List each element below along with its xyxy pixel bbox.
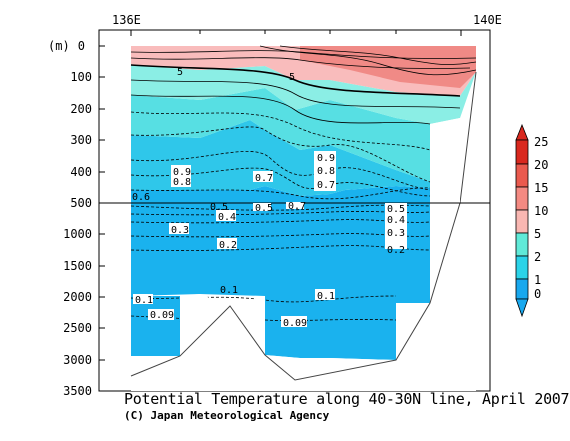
clabel-01b: 0.1 [220,285,238,296]
cbar-tick-0: 0 [534,287,541,301]
lower-contours [130,204,431,323]
top-axis [130,30,462,36]
y-tick-1500: 1500 [63,259,92,273]
copyright-note: (C) Japan Meteorological Agency [124,409,330,422]
y-tick-3500: 3500 [63,384,92,398]
clabel-03c: 0.3 [387,228,405,239]
y-tick-100: 100 [70,70,92,84]
y-tick-2500: 2500 [63,321,92,335]
y-tick-3000: 3000 [63,353,92,367]
contour-labels: 5 5 0.9 0.8 0.7 0.9 0.8 0.7 0.6 0.5 0.7 … [132,67,407,329]
clabel-05c: 0.5 [387,204,405,215]
clabel-03a: 0.3 [171,225,189,236]
y-tick-400: 400 [70,165,92,179]
chart-title: Potential Temperature along 40-30N line,… [124,390,570,408]
x-tick-140e: 140E [473,13,502,27]
clabel-04c: 0.4 [387,215,405,226]
y-tick-500: 500 [70,196,92,210]
clabel-5a: 5 [177,67,183,78]
cbar-tick-2: 2 [534,250,541,264]
clabel-01c: 0.1 [317,291,335,302]
bathymetry-line [130,71,477,381]
clabel-05b: 0.5 [210,202,228,213]
colorbar [515,123,529,318]
colorbar-bin-1 [515,278,529,300]
band-deep-top [131,203,430,360]
x-tick-136e: 136E [112,13,141,27]
clabel-07c: 0.7 [288,201,306,212]
colorbar-bin-25 [515,139,529,165]
y-tick-2000: 2000 [63,290,92,304]
cbar-tick-1: 1 [534,273,541,287]
band-cyan-mid [131,120,430,196]
colorbar-bin-15 [515,186,529,211]
y-tick-200: 200 [70,102,92,116]
upper-section-fill [131,46,476,203]
clabel-06: 0.6 [132,192,150,203]
colorbar-bin-20 [515,163,529,188]
clabel-5b: 5 [289,72,295,83]
upper-contours [130,45,477,200]
band-cyan-light [131,88,430,182]
seafloor-mask [131,72,476,391]
y-axis-label: (m) [48,39,70,53]
clabel-07a: 0.7 [255,173,273,184]
clabel-05a: 0.5 [255,203,273,214]
y-tick-300: 300 [70,133,92,147]
y-tick-1000: 1000 [63,227,92,241]
clabel-07b: 0.7 [317,180,335,191]
cbar-tick-5: 5 [534,227,541,241]
clabel-09b: 0.9 [317,153,335,164]
band-cold-upper [131,186,430,203]
upper-white-gap [430,118,460,203]
clabel-09a: 0.9 [173,167,191,178]
band-aqua-right [460,72,476,118]
colorbar-bin-2 [515,255,529,280]
cbar-tick-25: 25 [534,135,548,149]
clabel-009a: 0.09 [150,310,174,321]
clabel-02c: 0.2 [387,245,405,256]
clabel-009b: 0.09 [283,318,307,329]
clabel-08b: 0.8 [317,166,335,177]
colorbar-cap-top [515,123,529,141]
colorbar-bin-10 [515,209,529,234]
cbar-tick-10: 10 [534,204,548,218]
cbar-tick-20: 20 [534,158,548,172]
clabel-01a: 0.1 [135,295,153,306]
y-tick-0: 0 [78,39,85,53]
clabel-02a: 0.2 [219,240,237,251]
clabel-08a: 0.8 [173,177,191,188]
colorbar-bin-5 [515,232,529,257]
cbar-tick-15: 15 [534,181,548,195]
colorbar-cap-bottom [515,298,529,318]
clabel-04a: 0.4 [218,212,236,223]
